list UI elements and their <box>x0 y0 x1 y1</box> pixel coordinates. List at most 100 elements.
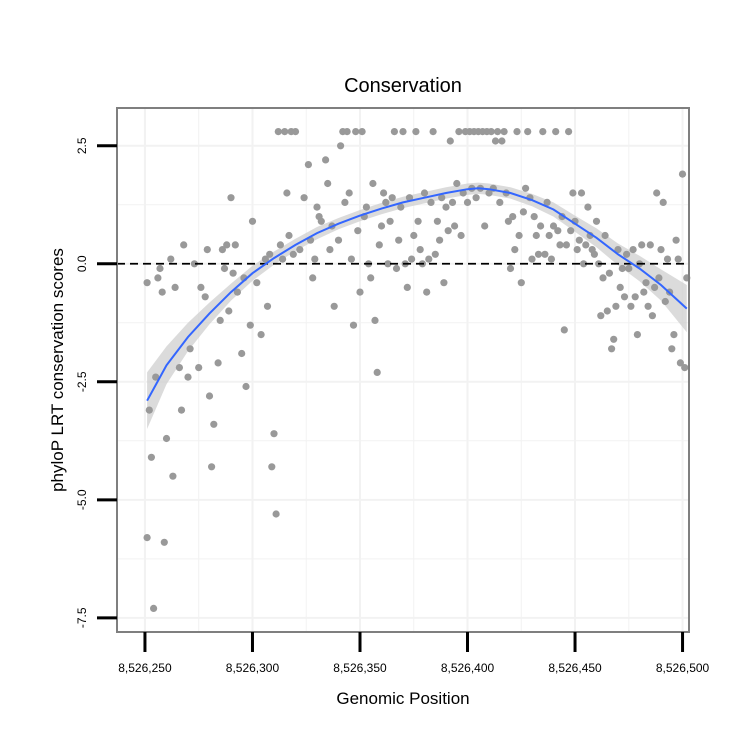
y-axis-label: phyloP LRT conservation scores <box>48 248 67 492</box>
data-point <box>216 316 224 324</box>
data-point <box>408 255 416 263</box>
data-point <box>220 264 229 273</box>
data-point <box>444 227 452 235</box>
data-point <box>326 246 334 254</box>
x-tick-label: 8,526,450 <box>548 661 602 675</box>
data-point <box>242 382 250 391</box>
data-point <box>347 255 355 263</box>
chart-title: Conservation <box>344 75 462 97</box>
data-point <box>190 260 198 268</box>
x-tick-label: 8,526,400 <box>441 661 495 675</box>
data-point <box>246 321 254 329</box>
data-point <box>279 255 287 263</box>
data-point <box>227 194 235 202</box>
data-point <box>203 246 211 254</box>
data-point <box>253 279 261 287</box>
y-tick-label: -5.0 <box>75 489 89 510</box>
data-point <box>494 128 502 136</box>
y-tick-label: 2.5 <box>75 137 89 154</box>
data-point <box>655 274 663 282</box>
data-point <box>195 364 203 372</box>
data-point <box>436 236 444 244</box>
data-point <box>638 241 646 249</box>
data-point <box>448 198 457 206</box>
data-point <box>623 250 631 258</box>
data-point <box>603 307 611 315</box>
data-point <box>597 312 605 320</box>
data-point <box>162 434 171 443</box>
data-point <box>457 231 465 240</box>
data-point <box>678 170 687 178</box>
data-point <box>377 222 386 230</box>
data-point <box>433 217 441 225</box>
data-point <box>171 283 179 291</box>
x-tick-label: 8,526,300 <box>226 661 280 675</box>
data-point <box>427 198 435 206</box>
data-point <box>541 250 549 258</box>
data-point <box>491 137 500 145</box>
data-point <box>395 236 403 244</box>
data-point <box>352 128 360 136</box>
data-point <box>517 279 525 287</box>
data-point <box>414 217 422 225</box>
data-point <box>317 217 325 225</box>
data-point <box>556 241 564 249</box>
data-point <box>644 302 652 310</box>
data-point <box>289 250 297 258</box>
data-point <box>590 250 599 258</box>
data-point <box>210 420 218 428</box>
data-point <box>143 279 151 287</box>
data-point <box>283 189 291 197</box>
data-point <box>560 326 568 334</box>
data-point <box>509 213 517 221</box>
data-point <box>380 189 388 197</box>
data-point <box>296 246 304 254</box>
x-tick-label: 8,526,500 <box>656 661 710 675</box>
data-point <box>642 279 650 287</box>
data-point <box>160 538 168 546</box>
data-point <box>580 260 588 268</box>
data-point <box>420 189 429 197</box>
data-point <box>429 128 437 136</box>
data-point <box>659 198 667 206</box>
data-point <box>446 137 454 145</box>
data-point <box>248 217 257 225</box>
data-point <box>534 250 543 258</box>
data-point <box>625 264 633 273</box>
panel-border <box>116 107 690 633</box>
data-point <box>304 161 312 169</box>
data-point <box>184 373 192 381</box>
data-point <box>485 189 493 197</box>
data-point <box>575 236 583 244</box>
data-point <box>147 453 155 461</box>
data-point <box>513 128 521 136</box>
data-point <box>530 213 538 221</box>
data-point <box>218 246 226 254</box>
data-point <box>425 255 433 263</box>
data-point <box>229 269 237 277</box>
data-point <box>266 250 274 258</box>
data-point <box>567 227 575 235</box>
data-point <box>674 255 682 263</box>
data-point <box>369 179 377 188</box>
data-point <box>362 203 370 211</box>
data-point <box>547 255 556 263</box>
data-point <box>197 283 205 291</box>
data-point <box>629 246 637 254</box>
data-point <box>233 288 241 296</box>
x-tick-label: 8,526,350 <box>333 661 387 675</box>
data-point <box>397 203 405 211</box>
smooth-line <box>146 187 688 402</box>
data-point <box>158 288 166 296</box>
x-axis-label: Genomic Position <box>336 689 469 708</box>
data-point <box>506 264 515 273</box>
data-point <box>672 236 680 244</box>
data-point <box>640 288 648 296</box>
data-point <box>356 288 364 296</box>
data-point <box>154 274 162 282</box>
data-point <box>343 128 351 136</box>
data-point <box>270 430 278 438</box>
data-point <box>552 128 560 136</box>
data-point <box>528 255 536 263</box>
data-point <box>522 184 530 192</box>
